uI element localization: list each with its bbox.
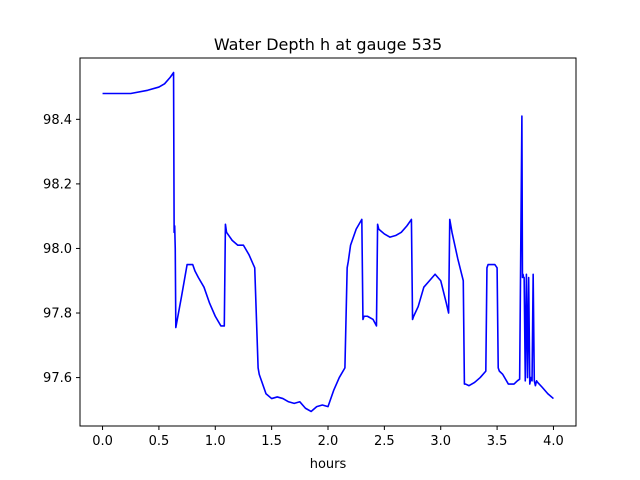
- plot-frame: [79, 57, 577, 427]
- y-tick-label: 98.2: [43, 177, 72, 192]
- series-line-0: [102, 71, 554, 413]
- x-tick-label: 0.0: [92, 434, 113, 449]
- y-tick-label: 97.8: [43, 307, 72, 322]
- plot-area: [79, 57, 577, 427]
- chart-title: Water Depth h at gauge 535: [214, 35, 442, 54]
- y-tick-label: 97.6: [43, 371, 72, 386]
- x-tick-label: 3.0: [430, 434, 451, 449]
- x-tick-label: 0.5: [149, 434, 170, 449]
- x-tick-label: 4.0: [543, 434, 564, 449]
- x-tick-label: 2.5: [374, 434, 395, 449]
- y-tick-label: 98.0: [43, 242, 72, 257]
- y-tick-label: 98.4: [43, 113, 72, 128]
- x-tick-label: 1.0: [205, 434, 226, 449]
- x-tick-label: 3.5: [487, 434, 508, 449]
- x-tick-label: 1.5: [261, 434, 282, 449]
- x-axis-label: hours: [310, 457, 347, 472]
- x-axis: 0.0 0.5 1.0 1.5 2.0 2.5 3.0 3.5 4.0: [92, 426, 564, 449]
- x-tick-label: 2.0: [318, 434, 339, 449]
- y-axis: 97.6 97.8 98.0 98.2 98.4: [43, 113, 80, 386]
